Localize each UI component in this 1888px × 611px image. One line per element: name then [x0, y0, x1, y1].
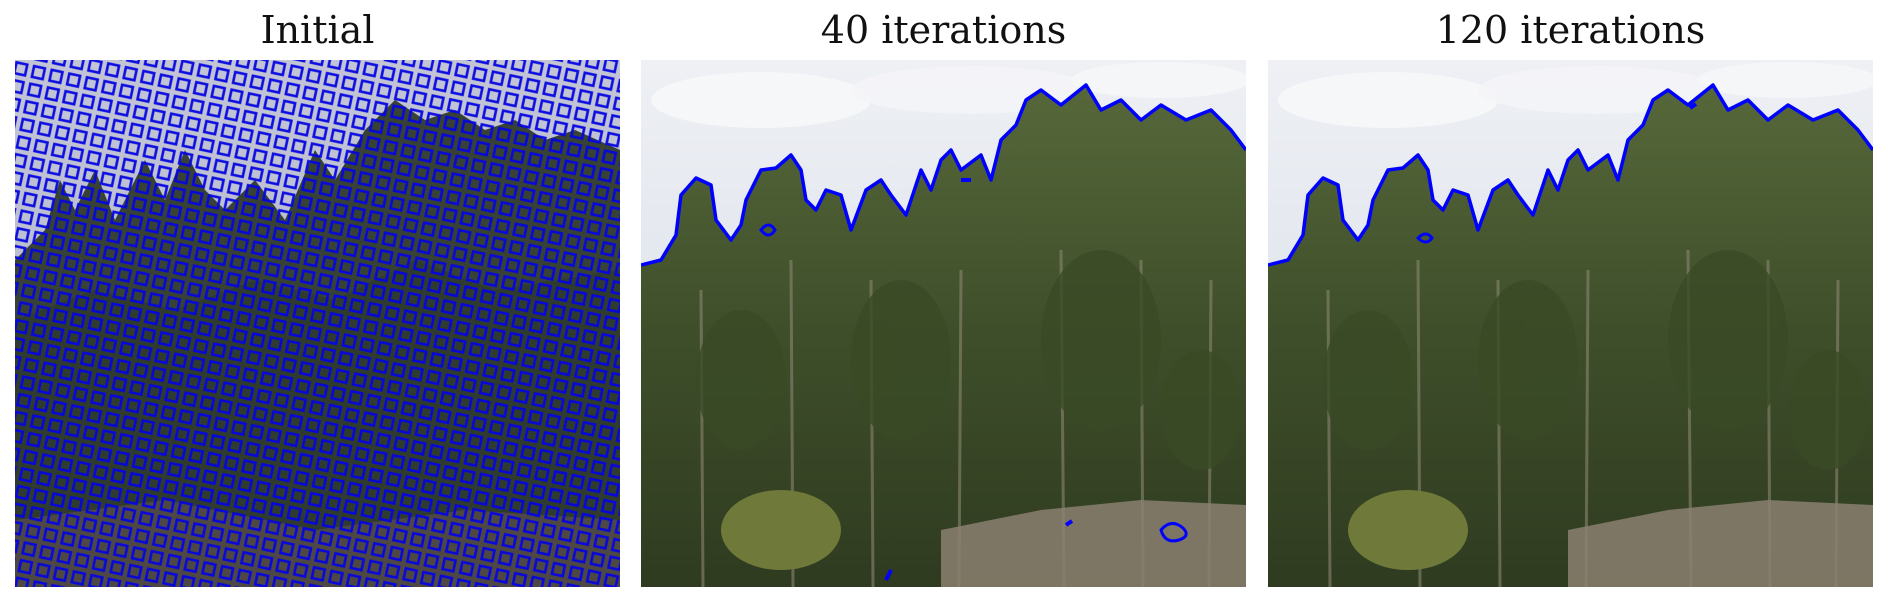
panel-title: 120 iterations	[1435, 8, 1706, 52]
segmentation-image-40	[641, 60, 1246, 587]
panel-title: 40 iterations	[820, 8, 1067, 52]
panel-title: Initial	[260, 8, 375, 52]
panel-image-120-iterations	[1268, 60, 1873, 587]
segmentation-image-120	[1268, 60, 1873, 587]
panel-initial: Initial	[15, 0, 620, 590]
panel-40-iterations: 40 iterations	[641, 0, 1246, 590]
panel-image-initial	[15, 60, 620, 587]
segmentation-image-initial	[15, 60, 620, 587]
panel-120-iterations: 120 iterations	[1268, 0, 1873, 590]
panel-image-40-iterations	[641, 60, 1246, 587]
